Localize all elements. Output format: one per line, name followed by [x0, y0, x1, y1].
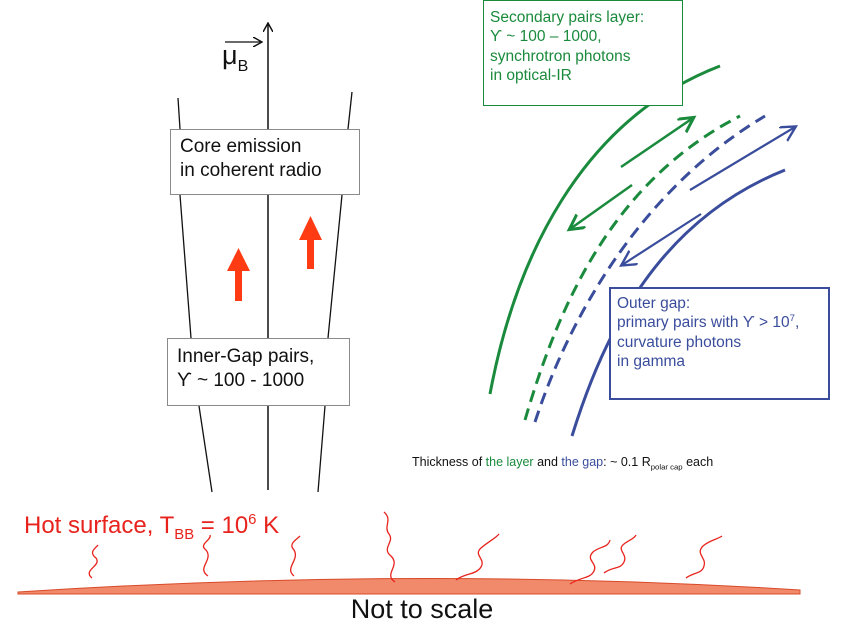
field-line-right — [317, 91, 353, 493]
mu-symbol: μ — [222, 40, 238, 70]
thickness-layer-word: the layer — [485, 455, 534, 469]
hot-surface-exponent: 6 — [248, 512, 257, 528]
outer-box-line3: curvature photons — [617, 333, 742, 351]
core-emission-box: Core emission in coherent radio — [170, 129, 360, 195]
secondary-pairs-box: Secondary pairs layer: ϒ ~ 100 – 1000, s… — [483, 0, 683, 106]
hot-surface-subscript: BB — [174, 526, 195, 543]
outer-box-line2-comma: , — [794, 314, 800, 332]
secondary-box-line3: synchrotron photons — [490, 47, 631, 65]
thickness-gap-word: the gap — [561, 455, 604, 469]
green-layer-curve-dashed — [523, 114, 741, 421]
hot-surface-text: Hot surface, T — [24, 512, 175, 539]
thickness-and: and — [533, 455, 562, 469]
particle-flow-arrow-left — [227, 248, 250, 301]
inner-box-line1: Inner-Gap pairs, — [177, 346, 315, 367]
thickness-suffix: each — [682, 455, 714, 469]
secondary-box-line2: ϒ ~ 100 – 1000, — [490, 28, 602, 46]
mu-subscript: B — [237, 58, 249, 75]
green-outward-arrow — [620, 118, 693, 169]
outer-box-exponent: 7 — [789, 313, 795, 325]
thermal-photon-wiggles — [88, 511, 723, 585]
thickness-subscript: polar cap — [650, 462, 683, 472]
hot-surface-unit: K — [256, 512, 280, 539]
secondary-box-line1: Secondary pairs layer: — [490, 9, 645, 26]
thickness-prefix: Thickness of — [412, 455, 486, 469]
blue-inward-arrow — [622, 213, 702, 265]
outer-box-line2: primary pairs with ϒ > 107, — [617, 313, 828, 333]
secondary-box-line4: in optical-IR — [490, 67, 572, 85]
core-box-line2: in coherent radio — [180, 159, 322, 181]
hot-surface-equals: = 10 — [194, 512, 249, 539]
particle-flow-arrow-right — [299, 216, 322, 269]
not-to-scale-caption: Not to scale — [350, 594, 494, 624]
outer-box-line1: Outer gap: — [617, 295, 691, 312]
core-box-line1: Core emission — [180, 136, 302, 157]
magnetic-moment-label: μB — [222, 40, 248, 75]
inner-box-line2: ϒ ~ 100 - 1000 — [177, 369, 305, 391]
outer-gap-box: Outer gap: primary pairs with ϒ > 107, c… — [609, 287, 830, 400]
blue-gap-curve-inner — [570, 168, 786, 437]
outer-box-line4: in gamma — [617, 353, 686, 371]
hot-surface-shape — [17, 577, 801, 595]
outer-box-line2-text: primary pairs with ϒ > 10 — [617, 314, 790, 332]
thickness-mid: : ~ 0.1 R — [603, 455, 651, 469]
thickness-note: Thickness of the layer and the gap: ~ 0.… — [412, 455, 713, 472]
inner-gap-box: Inner-Gap pairs, ϒ ~ 100 - 1000 — [167, 338, 350, 406]
blue-gap-curve-dashed — [533, 114, 766, 423]
blue-outward-arrow — [689, 127, 795, 191]
field-line-left — [177, 97, 213, 493]
green-inward-arrow — [570, 183, 633, 229]
hot-surface-label: Hot surface, TBB = 106 K — [24, 512, 279, 543]
